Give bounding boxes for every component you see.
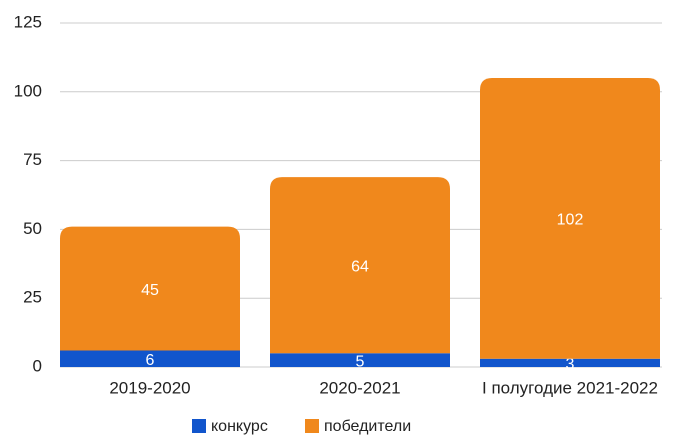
data-label: 5 — [356, 353, 365, 370]
y-tick-label: 75 — [23, 150, 42, 169]
y-tick-label: 100 — [14, 81, 42, 100]
data-label: 6 — [146, 352, 155, 369]
bar-segment — [270, 177, 450, 354]
y-tick-label: 25 — [23, 288, 42, 307]
data-label: 64 — [351, 258, 369, 275]
x-tick-label: 2019-2020 — [109, 378, 190, 397]
bar-segment — [480, 78, 660, 359]
x-tick-label: I полугодие 2021-2022 — [482, 378, 658, 397]
legend-label: конкурс — [211, 418, 268, 435]
bar-segment — [270, 353, 450, 367]
legend-swatch — [192, 419, 206, 433]
bar-segment — [480, 358, 660, 367]
data-label: 102 — [557, 212, 584, 229]
bar-segment — [60, 226, 240, 351]
x-tick-label: 2020-2021 — [319, 378, 400, 397]
bar-segment — [60, 350, 240, 367]
y-tick-label: 0 — [33, 356, 42, 375]
data-label: 45 — [141, 282, 159, 299]
legend-swatch — [305, 419, 319, 433]
legend-label: победители — [324, 418, 411, 435]
y-tick-label: 50 — [23, 219, 42, 238]
y-tick-label: 125 — [14, 12, 42, 31]
data-label: 3 — [566, 356, 575, 373]
